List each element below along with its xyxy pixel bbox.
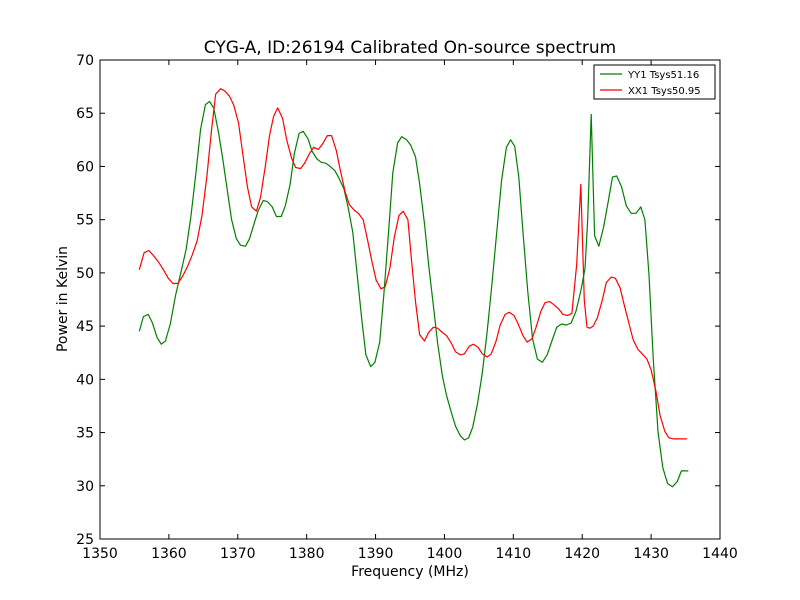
y-tick-label-45: 45	[76, 319, 94, 335]
y-tick-label-40: 40	[76, 372, 94, 388]
chart-title: CYG-A, ID:26194 Calibrated On-source spe…	[204, 38, 616, 58]
y-tick-label-55: 55	[76, 213, 94, 229]
y-tick-label-30: 30	[76, 479, 94, 495]
x-tick-label-1410: 1410	[496, 546, 532, 562]
legend-label-xx1: XX1 Tsys50.95	[628, 86, 701, 97]
series-layer	[138, 88, 689, 488]
x-tick-label-1440: 1440	[702, 546, 738, 562]
legend: YY1 Tsys51.16 XX1 Tsys50.95	[593, 64, 716, 100]
legend-box	[593, 64, 716, 100]
x-tick-label-1400: 1400	[427, 546, 463, 562]
y-tick-label-70: 70	[76, 53, 94, 69]
series-line-yy1	[138, 100, 689, 488]
y-tick-label-25: 25	[76, 532, 94, 548]
x-tick-label-1370: 1370	[220, 546, 256, 562]
ticks-layer: 1350 1360 1370 1380 1390 1400 1410 1420 1430 1440…	[76, 53, 738, 562]
plot-frame	[99, 59, 721, 540]
x-tick-label-1420: 1420	[564, 546, 600, 562]
x-tick-label-1350: 1350	[82, 546, 118, 562]
y-tick-label-65: 65	[76, 106, 94, 122]
x-axis-label: Frequency (MHz)	[351, 564, 469, 580]
x-tick-label-1360: 1360	[151, 546, 187, 562]
y-tick-label-50: 50	[76, 266, 94, 282]
x-tick-label-1380: 1380	[289, 546, 325, 562]
legend-label-yy1: YY1 Tsys51.16	[627, 70, 699, 81]
y-axis-label: Power in Kelvin	[55, 246, 71, 352]
x-tick-label-1430: 1430	[633, 546, 669, 562]
series-line-xx1	[138, 88, 687, 440]
y-tick-label-35: 35	[76, 426, 94, 442]
x-tick-label-1390: 1390	[358, 546, 394, 562]
y-tick-label-60: 60	[76, 159, 94, 175]
